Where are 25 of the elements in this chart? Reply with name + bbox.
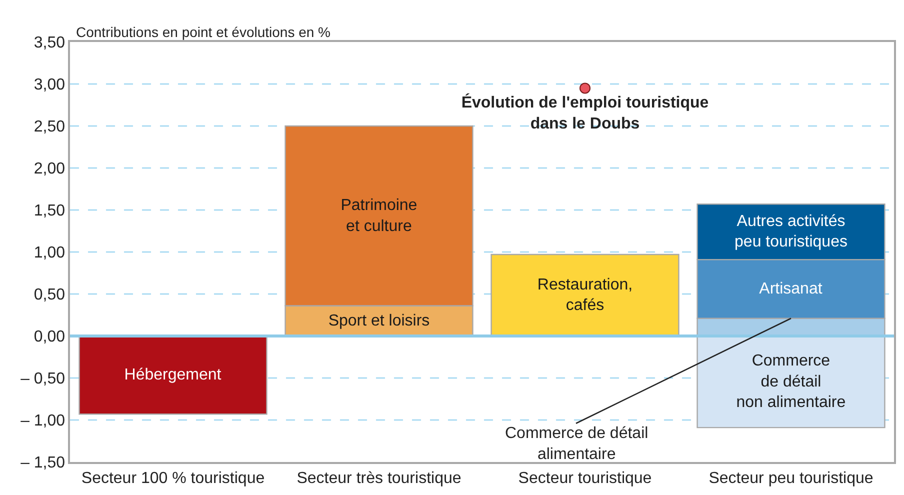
y-tick-label: 0,50 [34, 286, 66, 304]
y-tick-label: – 0,50 [20, 370, 66, 388]
y-tick-label: 2,00 [34, 160, 66, 178]
series-label: Patrimoine et culture [340, 196, 418, 235]
y-tick-label: 3,00 [34, 76, 66, 94]
y-tick-label: 1,50 [34, 202, 66, 220]
annotation: Commerce de détail alimentaire [505, 425, 648, 463]
y-tick-label: – 1,50 [20, 454, 66, 472]
x-tick-label: Secteur peu touristique [708, 470, 874, 487]
y-tick-label: 2,50 [34, 118, 66, 136]
series-label: Commerce de détail non alimentaire [736, 352, 846, 412]
y-tick-label: 3,50 [34, 34, 66, 52]
series-label: Hébergement [124, 366, 222, 384]
y-axis-title: Contributions en point et évolutions en % [76, 24, 330, 40]
x-tick-label: Secteur très touristique [296, 470, 462, 487]
series-label: Restauration, cafés [537, 276, 633, 314]
series-label: Sport et loisirs [328, 312, 430, 330]
y-tick-label: 1,00 [34, 244, 66, 262]
x-tick-label: Secteur 100 % touristique [81, 470, 265, 487]
x-tick-label: Secteur touristique [518, 470, 652, 487]
series-label: Autres activités peu touristiques [734, 212, 848, 251]
series-label: Artisanat [759, 280, 823, 298]
series-label: Évolution de l'emploi touristique dans le Doubs [461, 92, 709, 132]
y-tick-label: 0,00 [34, 328, 66, 346]
y-tick-label: – 1,00 [20, 412, 66, 430]
